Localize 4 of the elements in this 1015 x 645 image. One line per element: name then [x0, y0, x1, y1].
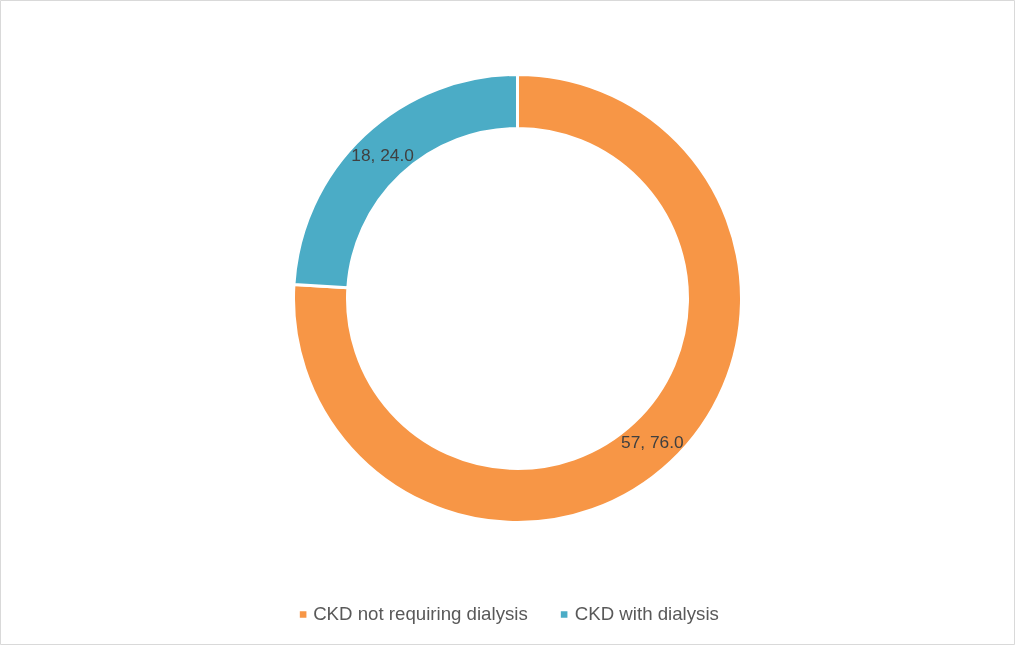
- legend-label: CKD with dialysis: [574, 603, 719, 625]
- data-label: 18, 24.0: [351, 144, 414, 165]
- legend-label: CKD not requiring dialysis: [313, 603, 528, 625]
- data-label: 57, 76.0: [621, 432, 684, 453]
